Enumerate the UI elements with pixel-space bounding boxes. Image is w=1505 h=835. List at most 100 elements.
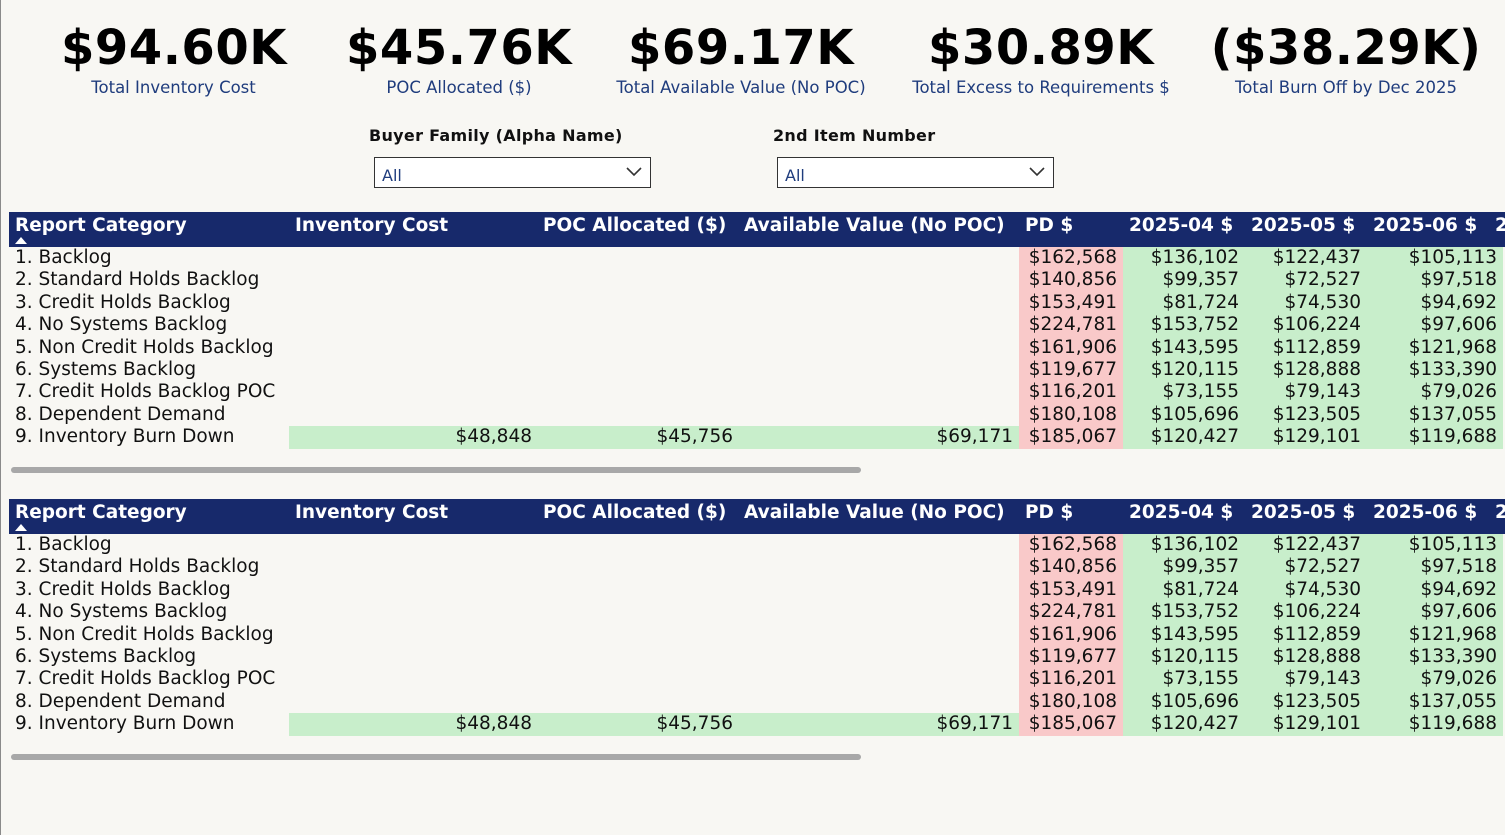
cell-m5: $74,530: [1245, 291, 1367, 315]
table-row[interactable]: 5. Non Credit Holds Backlog $161,906 $143,…: [9, 623, 1505, 646]
cell-poc: [538, 646, 739, 668]
table-row[interactable]: 7. Credit Holds Backlog POC $116,201 $73,1…: [9, 381, 1505, 404]
table-row[interactable]: 7. Credit Holds Backlog POC $116,201 $73,1…: [9, 668, 1505, 691]
table-row[interactable]: 2. Standard Holds Backlog $140,856 $99,357…: [9, 556, 1505, 579]
row-category: 3. Credit Holds Backlog: [15, 578, 231, 600]
horizontal-scrollbar[interactable]: [9, 752, 1505, 762]
column-header[interactable]: 2025-06 $: [1373, 215, 1478, 236]
table-row[interactable]: 8. Dependent Demand $180,108 $105,696 $123,…: [9, 403, 1505, 427]
kpi-label: POC Allocated ($): [386, 78, 532, 97]
table-row[interactable]: 9. Inventory Burn Down $48,848 $45,756 $69,…: [9, 426, 1505, 449]
column-header[interactable]: PD $: [1025, 215, 1074, 236]
column-header[interactable]: POC Allocated ($): [543, 215, 727, 236]
kpi-value: $45.76K: [346, 20, 572, 76]
cell-inv: [289, 624, 538, 646]
column-header[interactable]: 2: [1495, 502, 1505, 523]
table-row[interactable]: 4. No Systems Backlog $224,781 $153,752 $10…: [9, 601, 1505, 624]
cell-m4: $81,724: [1123, 291, 1245, 315]
cell-m6: $79,026: [1367, 668, 1503, 691]
cell-avail: [739, 269, 1019, 291]
column-header[interactable]: Report Category: [15, 215, 187, 236]
column-header[interactable]: Inventory Cost: [295, 215, 449, 236]
cell-m6: $137,055: [1367, 403, 1503, 427]
cell-pd: $161,906: [1019, 336, 1123, 359]
cell-pd: $153,491: [1019, 291, 1123, 315]
table-row[interactable]: 1. Backlog $162,568 $136,102 $122,437 $105,1…: [9, 534, 1505, 557]
cell-inv: [289, 691, 538, 713]
table-row[interactable]: 6. Systems Backlog $119,677 $120,115 $128,8…: [9, 359, 1505, 382]
column-header[interactable]: POC Allocated ($): [543, 502, 727, 523]
kpi-value: ($38.29K): [1210, 20, 1482, 76]
cell-pd: $140,856: [1019, 269, 1123, 292]
row-category: 8. Dependent Demand: [15, 690, 226, 712]
cell-inv: $48,848: [289, 426, 538, 449]
row-category: 9. Inventory Burn Down: [15, 713, 235, 735]
column-header[interactable]: PD $: [1025, 502, 1074, 523]
cell-m4: $136,102: [1123, 247, 1245, 270]
cell-pd: $180,108: [1019, 690, 1123, 714]
sort-ascending-icon[interactable]: [15, 524, 27, 531]
cell-m4: $153,752: [1123, 314, 1245, 337]
column-header[interactable]: Report Category: [15, 502, 187, 523]
cell-inv: [289, 579, 538, 601]
row-category: 1. Backlog: [15, 247, 112, 268]
table-row[interactable]: 3. Credit Holds Backlog $153,491 $81,724 $7…: [9, 578, 1505, 602]
row-category: 2. Standard Holds Backlog: [15, 269, 260, 291]
column-header[interactable]: 2025-06 $: [1373, 502, 1478, 523]
dropdown-value: All: [382, 166, 402, 185]
cell-m5: $106,224: [1245, 601, 1367, 624]
kpi-value: $30.89K: [928, 20, 1154, 76]
kpi-card-total-inventory-cost: $94.60K Total Inventory Cost: [61, 18, 286, 98]
scrollbar-thumb[interactable]: [11, 467, 861, 473]
column-header[interactable]: 2025-04 $: [1129, 215, 1234, 236]
table-row[interactable]: 6. Systems Backlog $119,677 $120,115 $128,8…: [9, 646, 1505, 669]
table-row[interactable]: 9. Inventory Burn Down $48,848 $45,756 $69,…: [9, 713, 1505, 736]
table-row[interactable]: 4. No Systems Backlog $224,781 $153,752 $10…: [9, 314, 1505, 337]
matrix-table-bottom: Report Category Inventory Cost POC Allocat…: [9, 499, 1505, 769]
cell-pd: $162,568: [1019, 534, 1123, 557]
cell-poc: $45,756: [538, 713, 739, 736]
slicer-title: 2nd Item Number: [773, 126, 936, 145]
horizontal-scrollbar[interactable]: [9, 465, 1505, 475]
table-row[interactable]: 8. Dependent Demand $180,108 $105,696 $123,…: [9, 690, 1505, 714]
cell-m4: $143,595: [1123, 336, 1245, 359]
cell-m6: $97,518: [1367, 556, 1503, 579]
cell-m6: $121,968: [1367, 623, 1503, 646]
sort-ascending-icon[interactable]: [15, 237, 27, 244]
cell-m5: $122,437: [1245, 247, 1367, 270]
cell-poc: [538, 269, 739, 291]
column-header[interactable]: 2025-04 $: [1129, 502, 1234, 523]
column-header[interactable]: Available Value (No POC): [744, 502, 1005, 523]
cell-poc: [538, 381, 739, 403]
row-category: 4. No Systems Backlog: [15, 601, 228, 623]
cell-avail: [739, 247, 1019, 269]
cell-poc: [538, 314, 739, 336]
table-row[interactable]: 2. Standard Holds Backlog $140,856 $99,357…: [9, 269, 1505, 292]
table-row[interactable]: 3. Credit Holds Backlog $153,491 $81,724 $7…: [9, 291, 1505, 315]
buyer-family-dropdown[interactable]: All: [374, 157, 651, 188]
table-row[interactable]: 5. Non Credit Holds Backlog $161,906 $143,…: [9, 336, 1505, 359]
column-header[interactable]: Available Value (No POC): [744, 215, 1005, 236]
cell-avail: [739, 381, 1019, 403]
column-header[interactable]: Inventory Cost: [295, 502, 449, 523]
item-number-dropdown[interactable]: All: [777, 157, 1054, 188]
cell-m5: $123,505: [1245, 690, 1367, 714]
kpi-value: $94.60K: [61, 20, 287, 76]
cell-m6: $137,055: [1367, 690, 1503, 714]
table-row[interactable]: 1. Backlog $162,568 $136,102 $122,437 $105,1…: [9, 247, 1505, 270]
scrollbar-thumb[interactable]: [11, 754, 861, 760]
cell-m5: $79,143: [1245, 668, 1367, 691]
cell-m5: $122,437: [1245, 534, 1367, 557]
cell-m4: $73,155: [1123, 381, 1245, 404]
column-header[interactable]: 2: [1495, 215, 1505, 236]
row-category: 2. Standard Holds Backlog: [15, 556, 260, 578]
column-header[interactable]: 2025-05 $: [1251, 215, 1356, 236]
cell-inv: [289, 556, 538, 578]
cell-inv: [289, 269, 538, 291]
column-header[interactable]: 2025-05 $: [1251, 502, 1356, 523]
chevron-down-icon: [1029, 167, 1045, 177]
cell-m4: $105,696: [1123, 403, 1245, 427]
cell-pd: $224,781: [1019, 314, 1123, 337]
kpi-card-total-excess: $30.89K Total Excess to Requirements $: [901, 18, 1181, 98]
cell-poc: $45,756: [538, 426, 739, 449]
